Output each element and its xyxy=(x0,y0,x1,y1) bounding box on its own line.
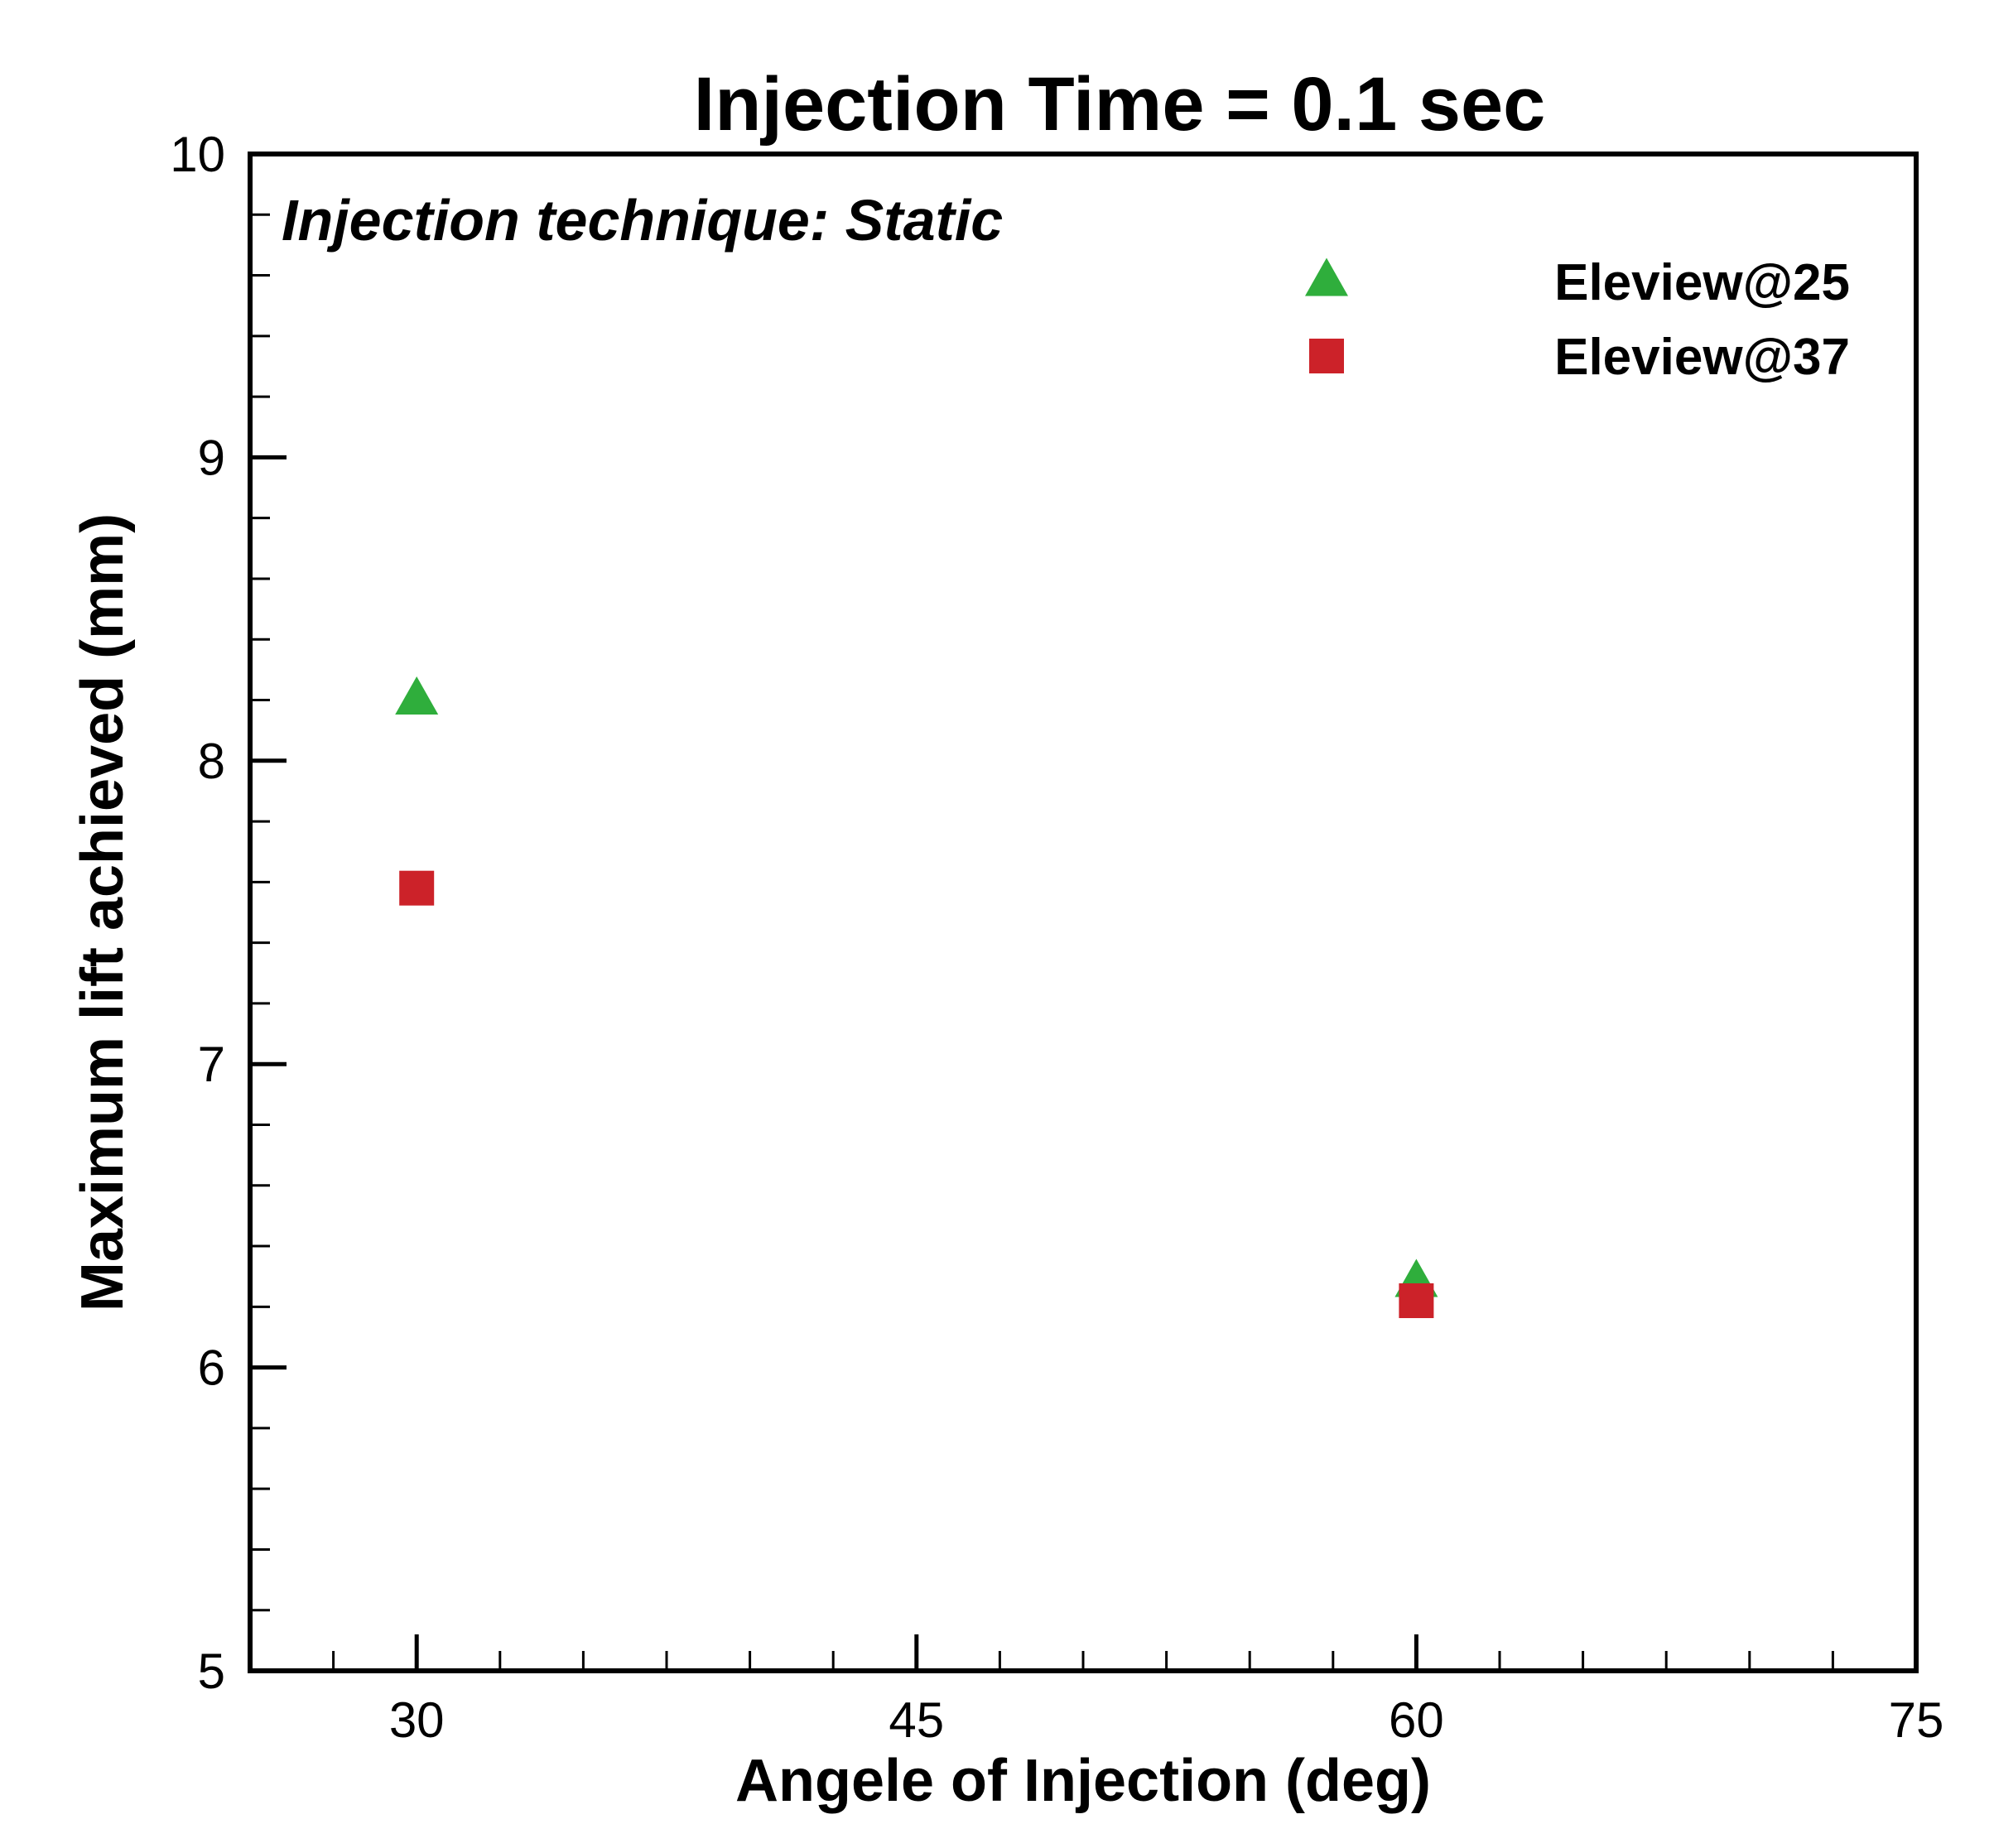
y-tick-label: 5 xyxy=(198,1643,225,1699)
y-tick-label: 10 xyxy=(170,127,225,182)
tick-labels: 30 45 60 75 5 6 7 8 9 10 xyxy=(170,127,1943,1748)
legend-label-eleview-37: Eleview@37 xyxy=(1554,329,1850,386)
chart-annotation: Injection technique: Static xyxy=(282,188,1003,253)
point-eleview-37 xyxy=(1399,1283,1434,1318)
plot-frame xyxy=(248,152,1919,1673)
point-eleview-25 xyxy=(395,676,439,715)
y-tick-label: 7 xyxy=(198,1037,225,1092)
legend-marker-eleview-25 xyxy=(1305,257,1348,296)
point-eleview-37 xyxy=(399,870,435,906)
y-tick-label: 6 xyxy=(198,1340,225,1396)
x-tick-label: 45 xyxy=(889,1692,944,1748)
x-axis-label: Angele of Injection (deg) xyxy=(735,1748,1431,1814)
x-tick-label: 60 xyxy=(1389,1692,1444,1748)
x-tick-label: 75 xyxy=(1889,1692,1944,1748)
legend: Eleview@25 Eleview@37 xyxy=(1305,254,1850,386)
chart-title: Injection Time = 0.1 sec xyxy=(694,62,1546,147)
y-tick-label: 9 xyxy=(198,430,225,485)
legend-label-eleview-25: Eleview@25 xyxy=(1554,254,1850,311)
y-tick-label: 8 xyxy=(198,734,225,789)
x-tick-label: 30 xyxy=(389,1692,445,1748)
legend-marker-eleview-37 xyxy=(1309,339,1344,373)
data-points xyxy=(395,676,1438,1318)
minor-ticks xyxy=(250,213,1834,1671)
y-axis-label: Maximum lift achieved (mm) xyxy=(70,513,136,1311)
